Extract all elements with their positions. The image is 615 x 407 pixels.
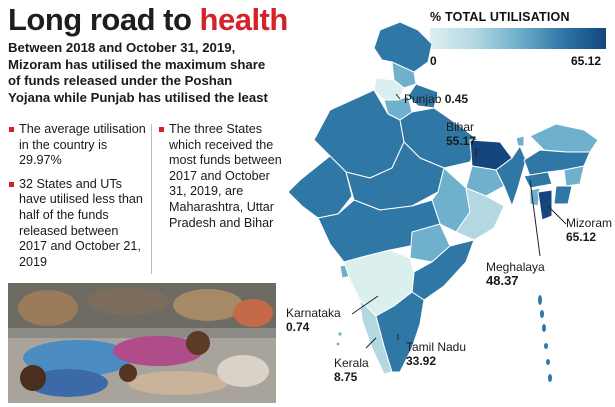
state-sikkim (515, 135, 525, 147)
subtitle: Between 2018 and October 31, 2019, Mizor… (8, 40, 268, 105)
map-label-tamil-nadu-name: Tamil Nadu (406, 340, 467, 354)
bullets-right: The three States which received the most… (158, 122, 288, 239)
leader-kerala (365, 337, 377, 349)
map-label-punjab-value: 0.45 (444, 92, 469, 106)
map-label-karnataka-name: Karnataka (286, 306, 341, 320)
photo-children-sleeping (8, 283, 276, 403)
bullet-top-states: The three States which received the most… (158, 122, 288, 231)
leader-karnataka (351, 295, 379, 315)
map-label-karnataka: Karnataka 0.74 (286, 306, 341, 334)
map-label-tamil-nadu-value: 33.92 (406, 354, 437, 368)
state-meghalaya (523, 171, 553, 189)
map-label-kerala-name: Kerala (334, 356, 369, 370)
map-label-meghalaya-value: 48.37 (486, 273, 519, 288)
state-nagaland (563, 165, 585, 187)
state-odisha (455, 187, 505, 241)
map-label-karnataka-value: 0.74 (286, 320, 310, 334)
state-manipur (553, 185, 573, 205)
state-uttarakhand (407, 83, 439, 109)
photo-drawing (8, 283, 276, 403)
state-west-bengal (495, 145, 527, 207)
legend-title: % TOTAL UTILISATION (430, 10, 570, 24)
legend-color-bar (430, 28, 606, 49)
map-label-mizoram-name: Mizoram (566, 216, 613, 230)
map-label-kerala: Kerala 8.75 (334, 356, 369, 384)
map-label-kerala-value: 8.75 (334, 370, 358, 384)
column-divider (151, 124, 152, 274)
state-arunachal (529, 123, 599, 153)
lakshadweep-islands (336, 332, 342, 346)
map-label-tamil-nadu: Tamil Nadu 33.92 (406, 340, 466, 368)
state-himachal (391, 61, 417, 89)
map-label-meghalaya-name: Meghalaya (486, 260, 545, 274)
legend-min-label: 0 (430, 54, 437, 68)
map-label-bihar-name: Bihar (446, 120, 475, 134)
map-label-mizoram-value: 65.12 (566, 230, 597, 244)
page-title: Long road to health (8, 2, 288, 38)
state-jharkhand (465, 165, 505, 197)
leader-mizoram (547, 205, 567, 225)
leader-punjab (395, 93, 401, 100)
legend-max-label: 65.12 (571, 54, 602, 68)
state-mizoram (537, 189, 553, 221)
map-label-punjab-name: Punjab (404, 92, 442, 106)
state-tamil-nadu (375, 291, 425, 373)
title-part-dark: Long road to (8, 2, 200, 37)
state-jammu-kashmir (373, 21, 433, 73)
bullet-states-utilised: 32 States and UTs have utilised less tha… (8, 177, 148, 271)
map-label-mizoram: Mizoram 65.12 (566, 216, 612, 244)
map-label-punjab: Punjab 0.45 (404, 92, 468, 106)
map-label-bihar-value: 55.17 (446, 134, 477, 148)
bullets-left: The average utilisation in the country i… (8, 122, 148, 278)
map-label-meghalaya: Meghalaya 48.37 (486, 260, 545, 288)
leader-meghalaya (529, 179, 541, 257)
title-part-red: health (199, 2, 289, 37)
andaman-nicobar-islands (538, 295, 552, 382)
bullet-average-utilisation: The average utilisation in the country i… (8, 122, 148, 169)
map-label-bihar: Bihar 55.17 (446, 120, 476, 148)
